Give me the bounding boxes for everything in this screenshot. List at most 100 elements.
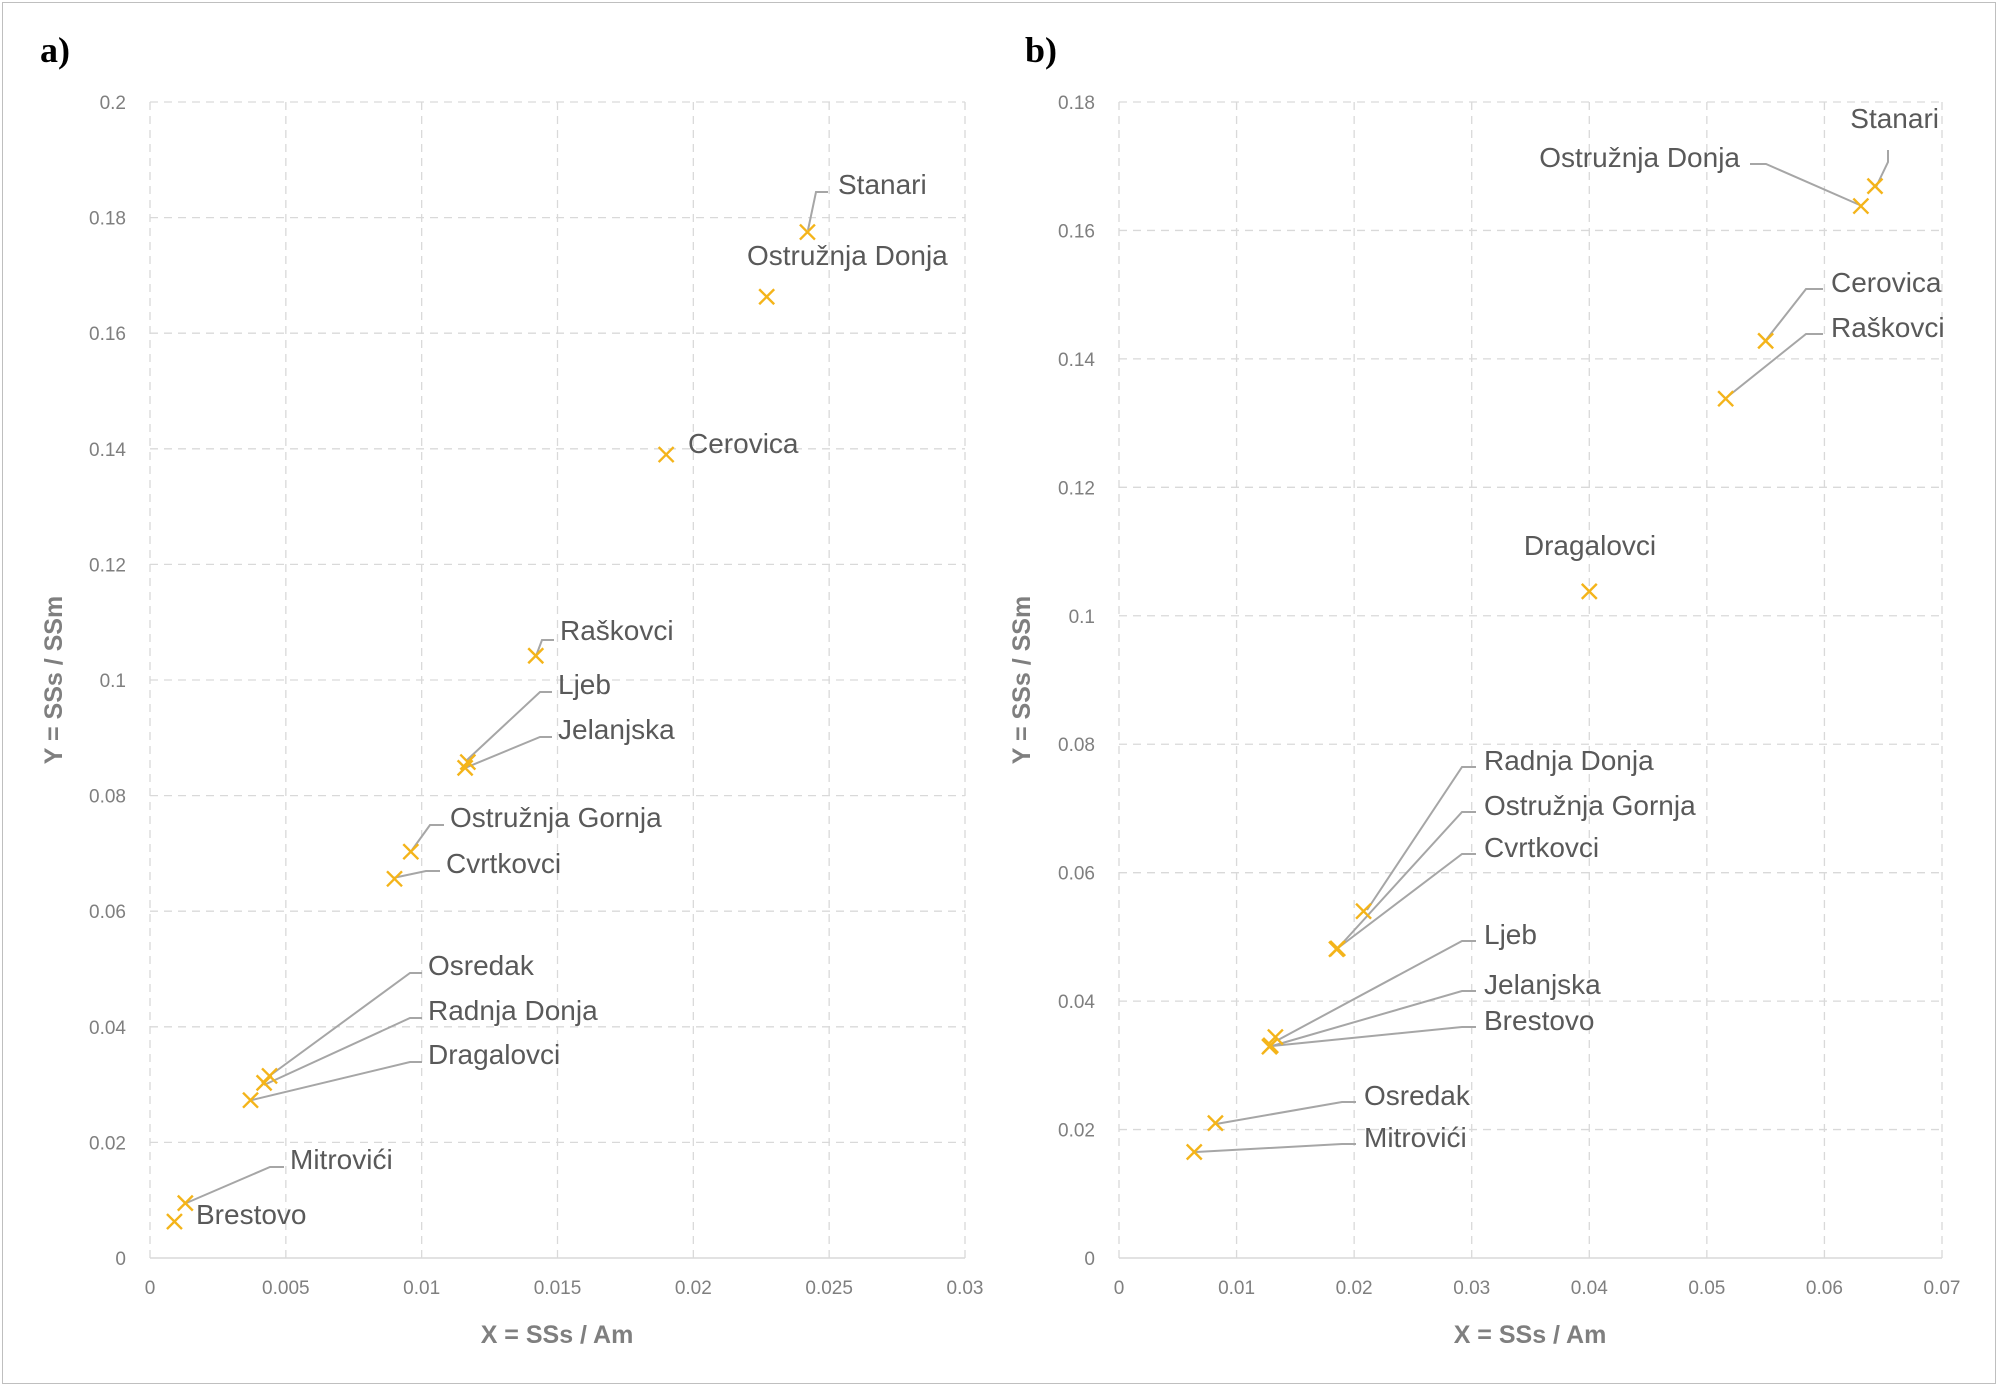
data-point-ostruznja-gornja bbox=[402, 843, 420, 861]
point-label-cerovica: Cerovica bbox=[1831, 267, 1942, 298]
point-label-mitrovici: Mitrovići bbox=[1364, 1122, 1467, 1153]
y-tick-label: 0.1 bbox=[1069, 607, 1095, 628]
leader-line-jelanjska bbox=[1271, 990, 1476, 1047]
point-label-ostruznja-gornja: Ostružnja Gornja bbox=[1484, 790, 1696, 821]
marker-stroke bbox=[1580, 583, 1598, 600]
marker-stroke bbox=[758, 288, 776, 306]
y-tick-label: 0.18 bbox=[1058, 93, 1095, 114]
x-tick-label: 0.025 bbox=[805, 1278, 853, 1299]
data-point-osredak bbox=[1207, 1114, 1224, 1132]
point-label-brestovo: Brestovo bbox=[1484, 1005, 1595, 1036]
point-label-jelanjska: Jelanjska bbox=[558, 714, 675, 745]
marker-stroke bbox=[176, 1194, 194, 1212]
marker-stroke bbox=[657, 446, 675, 463]
chart-panel-b: b) 0 0.02 0.04 0.06 0.08 0.1 0.12 0.14 0.16 0.18 0 0… bbox=[1008, 30, 1960, 1349]
point-label-dragalovci: Dragalovci bbox=[428, 1039, 560, 1070]
data-point-stanari bbox=[1866, 177, 1884, 195]
point-label-stanari: Stanari bbox=[838, 169, 927, 200]
leader-line-radnja-donja bbox=[263, 1017, 422, 1086]
x-tick-label: 0.05 bbox=[1688, 1278, 1725, 1299]
x-tick-label: 0.06 bbox=[1806, 1278, 1843, 1299]
y-tick-label: 0.12 bbox=[89, 555, 126, 576]
x-tick-label: 0.03 bbox=[1453, 1278, 1490, 1299]
x-tick-label: 0.02 bbox=[1336, 1278, 1373, 1299]
marker-stroke bbox=[456, 759, 474, 777]
marker-stroke bbox=[386, 870, 403, 888]
chart-panel-a: a) 0 0.02 0.04 0.06 0.08 0.1 0.12 0.14 0.16 0.18 0.… bbox=[40, 30, 983, 1349]
data-point-raskovci bbox=[1717, 390, 1735, 408]
leader-line-raskovci bbox=[1725, 333, 1823, 399]
x-tick-label: 0.01 bbox=[1218, 1278, 1255, 1299]
y-tick-label: 0.02 bbox=[1058, 1121, 1095, 1142]
x-tick-label: 0.04 bbox=[1571, 1278, 1608, 1299]
x-axis-title: X = SSs / Am bbox=[1454, 1321, 1607, 1349]
y-axis-title: Y = SSs / SSm bbox=[40, 596, 68, 764]
x-tick-label: 0.07 bbox=[1924, 1278, 1961, 1299]
y-tick-label: 0.04 bbox=[1058, 992, 1095, 1013]
data-point-cvrtkovci bbox=[1328, 940, 1345, 958]
leader-line-ostruznja-gornja bbox=[411, 824, 444, 851]
point-label-raskovci: Raškovci bbox=[560, 615, 674, 646]
point-label-ostruznja-donja: Ostružnja Donja bbox=[1539, 142, 1740, 173]
marker-stroke bbox=[1261, 1038, 1278, 1056]
y-tick-label: 0.16 bbox=[1058, 221, 1095, 242]
marker-stroke bbox=[402, 843, 420, 861]
point-label-osredak: Osredak bbox=[428, 950, 535, 981]
data-point-ostruznja-donja bbox=[758, 288, 776, 306]
data-point-ljeb bbox=[1267, 1028, 1284, 1046]
data-point-mitrovici bbox=[1185, 1143, 1203, 1161]
data-point-brestovo bbox=[166, 1213, 183, 1230]
marker-stroke bbox=[242, 1091, 259, 1109]
y-tick-label: 0.06 bbox=[1058, 864, 1095, 885]
marker-stroke bbox=[166, 1213, 183, 1230]
y-tick-label: 0.08 bbox=[89, 787, 126, 808]
leader-line-cvrtkovci bbox=[392, 870, 440, 879]
leader-line-osredak bbox=[1215, 1101, 1356, 1125]
point-label-ostruznja-gornja: Ostružnja Gornja bbox=[450, 802, 662, 833]
marker-stroke bbox=[799, 223, 816, 241]
marker-stroke bbox=[1185, 1143, 1203, 1161]
point-label-ljeb: Ljeb bbox=[1484, 919, 1537, 950]
x-tick-label: 0.005 bbox=[262, 1278, 310, 1299]
point-label-brestovo: Brestovo bbox=[196, 1199, 307, 1230]
marker-stroke bbox=[1866, 177, 1884, 195]
data-point-brestovo bbox=[1261, 1038, 1278, 1056]
leader-line-radnja-donja bbox=[1366, 766, 1476, 911]
marker-stroke bbox=[1757, 332, 1774, 350]
y-tick-label: 0.14 bbox=[1058, 350, 1095, 371]
leader-line-cvrtkovci bbox=[1337, 853, 1476, 949]
x-tick-label: 0.015 bbox=[534, 1278, 582, 1299]
y-tick-label: 0 bbox=[1084, 1249, 1095, 1270]
data-point-cerovica bbox=[657, 446, 675, 463]
data-point-ostruznja-donja bbox=[1852, 197, 1870, 215]
y-axis-title: Y = SSs / SSm bbox=[1008, 596, 1036, 764]
leader-line-mitrovici bbox=[1195, 1143, 1356, 1153]
point-label-cvrtkovci: Cvrtkovci bbox=[446, 848, 561, 879]
leader-line-ostruznja-donja bbox=[1750, 163, 1863, 207]
y-tick-label: 0.16 bbox=[89, 324, 126, 345]
marker-stroke bbox=[1717, 390, 1735, 408]
data-point-raskovci bbox=[527, 647, 545, 665]
point-label-jelanjska: Jelanjska bbox=[1484, 969, 1601, 1000]
leader-line-mitrovici bbox=[183, 1166, 284, 1205]
point-label-ostruznja-donja: Ostružnja Donja bbox=[747, 240, 948, 271]
marker-stroke bbox=[1207, 1114, 1224, 1132]
x-axis-title: X = SSs / Am bbox=[481, 1321, 634, 1349]
point-label-stanari: Stanari bbox=[1850, 103, 1939, 134]
data-point-mitrovici bbox=[176, 1194, 194, 1212]
point-label-cerovica: Cerovica bbox=[688, 428, 799, 459]
data-point-dragalovci bbox=[242, 1091, 259, 1109]
point-label-radnja-donja: Radnja Donja bbox=[1484, 745, 1654, 776]
x-tick-label: 0 bbox=[1114, 1278, 1125, 1299]
y-tick-label: 0 bbox=[115, 1249, 126, 1270]
panel-label: a) bbox=[40, 30, 70, 70]
leader-line-stanari bbox=[1875, 150, 1889, 188]
data-point-jelanjska bbox=[456, 759, 474, 777]
marker-stroke bbox=[1355, 902, 1372, 920]
y-tick-label: 0.14 bbox=[89, 440, 126, 461]
panel-label: b) bbox=[1025, 30, 1057, 70]
leader-line-stanari bbox=[807, 191, 828, 231]
y-tick-label: 0.18 bbox=[89, 209, 126, 230]
leader-line-dragalovci bbox=[251, 1061, 422, 1101]
